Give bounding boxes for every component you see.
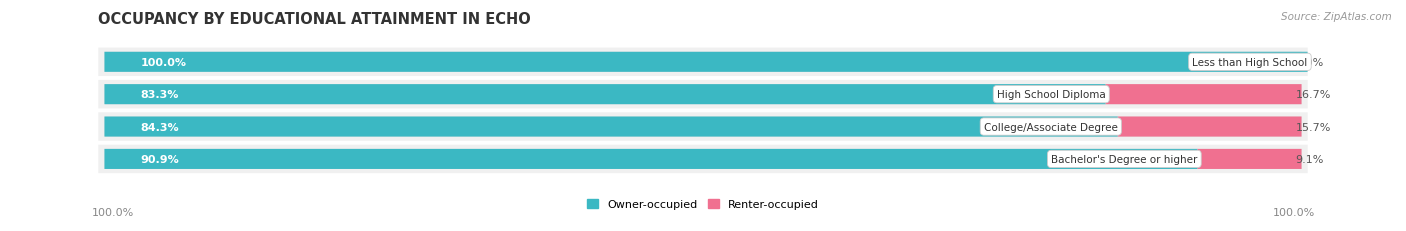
FancyBboxPatch shape [98,48,1308,77]
FancyBboxPatch shape [98,81,1308,109]
FancyBboxPatch shape [104,117,1302,137]
Text: 0.0%: 0.0% [1295,58,1323,67]
Text: High School Diploma: High School Diploma [997,90,1105,100]
Text: 9.1%: 9.1% [1295,154,1324,164]
Text: Less than High School: Less than High School [1192,58,1308,67]
Text: 16.7%: 16.7% [1295,90,1331,100]
Text: Bachelor's Degree or higher: Bachelor's Degree or higher [1052,154,1198,164]
FancyBboxPatch shape [98,145,1308,173]
Text: College/Associate Degree: College/Associate Degree [984,122,1118,132]
FancyBboxPatch shape [1198,149,1302,169]
Text: 100.0%: 100.0% [91,207,134,217]
Text: 15.7%: 15.7% [1295,122,1331,132]
Text: 100.0%: 100.0% [1272,207,1315,217]
Text: Source: ZipAtlas.com: Source: ZipAtlas.com [1281,12,1392,21]
FancyBboxPatch shape [104,52,1308,73]
Legend: Owner-occupied, Renter-occupied: Owner-occupied, Renter-occupied [586,199,820,209]
Text: 83.3%: 83.3% [141,90,179,100]
FancyBboxPatch shape [98,113,1308,141]
Text: 90.9%: 90.9% [141,154,180,164]
FancyBboxPatch shape [104,52,1302,73]
FancyBboxPatch shape [1105,85,1302,105]
FancyBboxPatch shape [104,85,1302,105]
Text: 100.0%: 100.0% [141,58,187,67]
FancyBboxPatch shape [104,149,1198,169]
Text: OCCUPANCY BY EDUCATIONAL ATTAINMENT IN ECHO: OCCUPANCY BY EDUCATIONAL ATTAINMENT IN E… [98,12,531,27]
Text: 84.3%: 84.3% [141,122,180,132]
FancyBboxPatch shape [104,117,1118,137]
FancyBboxPatch shape [104,85,1105,105]
FancyBboxPatch shape [104,149,1302,169]
FancyBboxPatch shape [1118,117,1302,137]
